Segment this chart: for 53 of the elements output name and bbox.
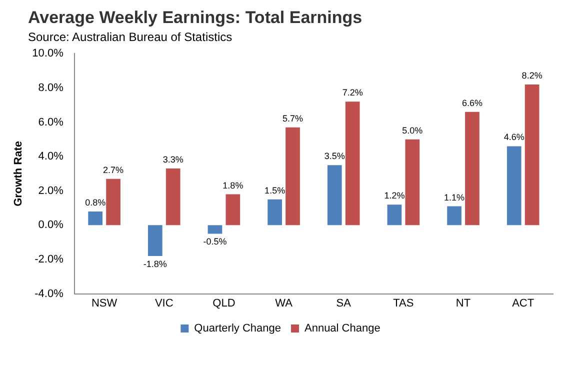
data-label: 2.7% [103, 164, 124, 175]
x-tick-label: VIC [154, 297, 174, 310]
bar [447, 206, 462, 226]
x-tick-label: TAS [393, 297, 414, 310]
data-label: 3.3% [162, 154, 184, 165]
data-label: 0.8% [85, 197, 106, 208]
bar [387, 204, 402, 226]
x-tick-label: WA [275, 297, 294, 310]
bar [106, 178, 120, 226]
bar [208, 225, 222, 234]
data-label: -0.5% [203, 236, 227, 247]
bar [148, 225, 162, 256]
data-label: 1.5% [264, 185, 286, 196]
y-tick-label: 0.0% [38, 219, 64, 232]
bar [286, 127, 300, 226]
y-tick-label: 6.0% [38, 116, 64, 128]
data-label: 5.0% [402, 125, 423, 136]
data-label: 1.1% [444, 192, 465, 202]
chart-subtitle: Source: Australian Bureau of Statistics [28, 30, 234, 44]
legend-label: Quarterly Change [194, 322, 281, 335]
x-tick-label: NSW [91, 297, 118, 310]
bar [88, 211, 103, 226]
bar [405, 139, 420, 226]
y-tick-label: 2.0% [38, 184, 64, 197]
data-label: 7.2% [342, 88, 363, 98]
data-label: 5.7% [282, 113, 304, 124]
bar [226, 194, 240, 226]
data-label: 1.8% [222, 180, 244, 190]
y-tick-label: 10.0% [32, 48, 64, 60]
legend-label: Annual Change [304, 322, 380, 335]
data-label: 3.5% [324, 151, 345, 162]
data-label: 1.2% [384, 190, 405, 201]
bar [345, 102, 360, 226]
y-tick-label: -2.0% [34, 254, 64, 266]
bar [506, 146, 522, 226]
y-tick-label: -4.0% [34, 288, 64, 300]
bar [524, 84, 540, 226]
bar [268, 199, 282, 226]
x-tick-label: QLD [212, 297, 236, 310]
x-tick-label: ACT [512, 297, 534, 310]
y-tick-label: 4.0% [38, 150, 64, 163]
bar [465, 112, 480, 226]
x-tick-label: SA [336, 297, 352, 310]
x-tick-label: NT [456, 297, 471, 310]
y-tick-label: 8.0% [38, 82, 64, 94]
data-label: 4.6% [504, 132, 524, 142]
data-label: -1.8% [143, 259, 167, 270]
data-label: 8.2% [522, 70, 542, 80]
bar [327, 165, 342, 226]
bar [166, 168, 180, 226]
y-axis-title: Growth Rate [12, 140, 25, 206]
chart-title: Average Weekly Earnings: Total Earnings [28, 8, 364, 28]
data-label: 6.6% [462, 98, 482, 108]
